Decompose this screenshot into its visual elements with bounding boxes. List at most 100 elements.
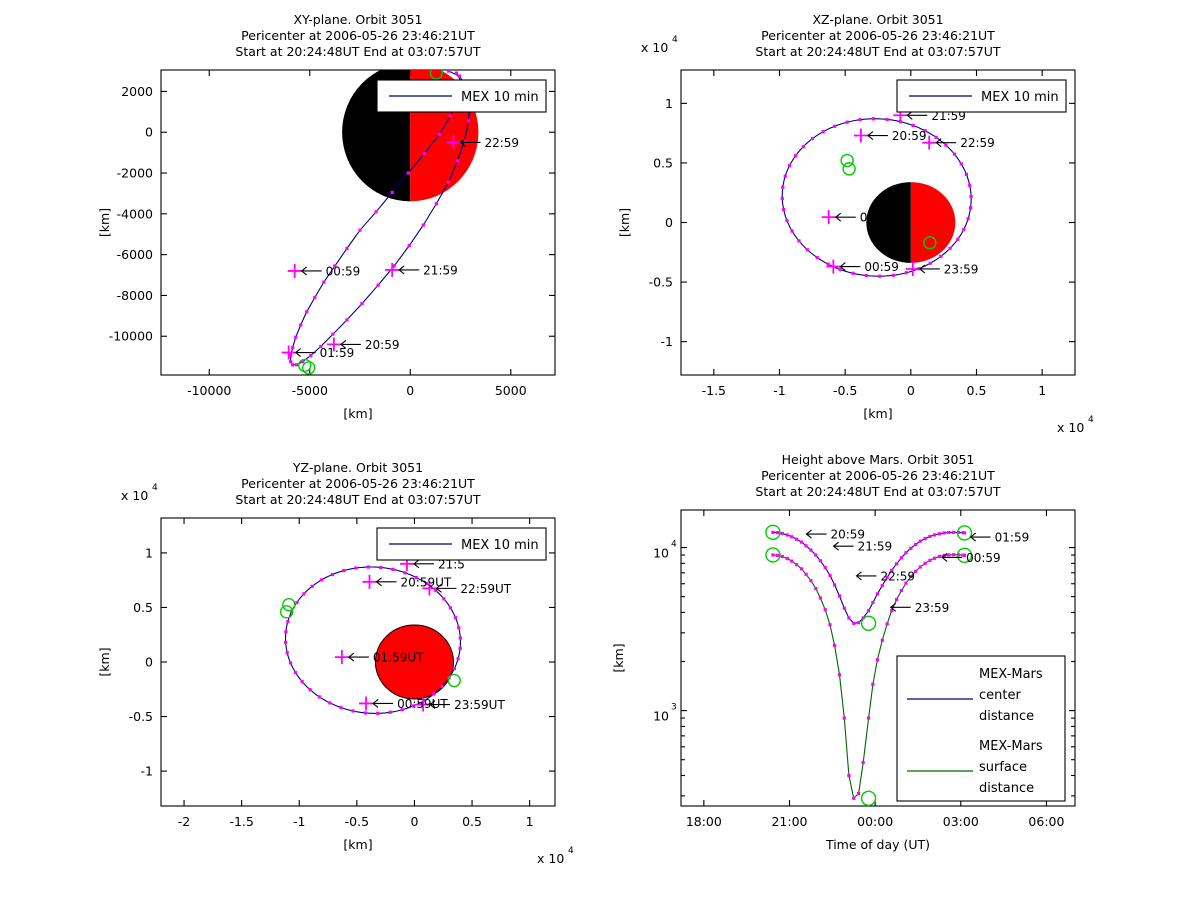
y-tick-label: 0.5 [653,155,673,170]
panel-subtitle-span: Start at 20:24:48UT End at 03:07:57UT [755,44,1000,59]
time-annotation-21:5: 21:5 [438,557,465,571]
y-tick-label: -10000 [109,329,153,344]
y-tick-exponent: 3 [671,703,677,713]
xy-annotations: 22:59 21:59 00:59 20:59 01:59 [294,136,519,360]
x-axis-label: [km] [343,837,372,852]
time-annotation-21:59: 21:59 [858,540,893,554]
svg-text:x 10: x 10 [641,40,668,55]
x-axis-label: [km] [343,406,372,421]
time-annotation-23:59: 23:59 [944,262,979,276]
time-annotation-00:59: 00:59 [326,264,361,278]
time-annotation-00:59UT: 00:59UT [397,697,448,711]
legend-label: MEX-Mars [979,739,1043,754]
height-plot-area [765,524,973,806]
plot-frame [160,517,556,807]
time-annotation-22:59: 22:59 [484,136,519,150]
y-tick-exponent: 4 [671,540,677,550]
legend-label: distance [979,781,1034,796]
panel-subtitle-span: Start at 20:24:48UT End at 03:07:57UT [235,492,480,507]
y-multiplier: x 10 4 [641,35,678,55]
xy-plane-legend[interactable]: MEX 10 min [376,79,547,113]
panel-title: Height above Mars. Orbit 3051 [782,452,975,467]
x-axis-label: Time of day (UT) [825,837,930,852]
x-multiplier: x 10 4 [537,846,574,866]
panel-subtitle-pericenter: Pericenter at 2006-05-26 23:46:21UT [761,468,995,483]
svg-text:x 10: x 10 [1057,420,1084,435]
y-tick-label: -0.5 [129,709,153,724]
height-above-mars-legend[interactable]: MEX-Mars center distance MEX-Mars surface dis… [896,655,1066,802]
x-tick-label: 0 [410,814,418,829]
mars-disk [866,182,956,263]
time-annotation-20:59: 20:59 [365,338,400,352]
time-annotation-20:59: 20:59 [830,528,865,542]
y-axis-label: [km] [617,208,632,237]
x-tick-label: -1.5 [229,814,253,829]
yz-plane-legend[interactable]: MEX 10 min [376,527,547,561]
y-tick-label: 0 [145,655,153,670]
xz-plot-area [780,108,973,278]
xz-plane-legend[interactable]: MEX 10 min [896,79,1067,113]
height-markers [765,547,973,800]
panel-subtitle-span: Start at 20:24:48UT End at 03:07:57UT [235,44,480,59]
xy-plane-axes: -10000 -5000 0 5000 2000 0 -2000 -4000 -6000 -800… [97,69,556,421]
panel-title: XY-plane. Orbit 3051 [294,12,423,27]
y-tick-label: 0 [145,125,153,140]
x-tick-label: 0 [907,383,915,398]
svg-text:x 10: x 10 [537,851,564,866]
x-axis-label: [km] [863,406,892,421]
y-tick-label: -1 [141,764,153,779]
x-tick-label: 00:00 [857,814,893,829]
panel-subtitle-pericenter: Pericenter at 2006-05-26 23:46:21UT [761,28,995,43]
orbit-markers [780,108,973,278]
panel-title: YZ-plane. Orbit 3051 [292,460,423,475]
legend-label: distance [979,709,1034,724]
y-tick-label: -4000 [117,206,153,221]
x-tick-label: 1 [1038,383,1046,398]
y-tick-label: 2000 [121,84,153,99]
x-tick-label: -1 [293,814,305,829]
x-tick-label: 18:00 [686,814,722,829]
time-annotation-23:59: 23:59 [915,601,950,615]
y-tick-label: 10 [653,709,669,724]
x-tick-label: -0.5 [833,383,857,398]
y-tick-label: -6000 [117,247,153,262]
panel-subtitle-pericenter: Pericenter at 2006-05-26 23:46:21UT [241,28,475,43]
x-tick-label: -10000 [187,383,231,398]
time-annotation-00:59: 00:59 [864,260,899,274]
y-tick-label: -0.5 [649,275,673,290]
time-annotation-20:59UT: 20:59UT [401,575,452,589]
yz-plane-axes: -2 -1.5 -1 -0.5 0 0.5 1 1 0.5 0 -0.5 -1 [km] [km] x 10… [97,483,574,866]
time-annotation-01:59UT: 01:59UT [373,651,424,665]
y-tick-label: 0 [665,215,673,230]
y-tick-label: -2000 [117,166,153,181]
panel-subtitle-pericenter: Pericenter at 2006-05-26 23:46:21UT [241,476,475,491]
svg-text:4: 4 [672,35,678,45]
mars-disk [374,624,455,700]
time-annotation-0: 0 [860,211,868,225]
svg-text:4: 4 [1088,415,1094,425]
svg-text:4: 4 [568,846,574,856]
y-tick-label: 1 [145,545,153,560]
y-multiplier: x 10 4 [121,483,158,503]
svg-text:4: 4 [152,483,158,493]
x-tick-label: -1 [773,383,785,398]
time-annotation-21:59: 21:59 [423,263,458,277]
x-tick-label: 0.5 [967,383,987,398]
time-annotation-22:59: 22:59 [880,569,915,583]
y-axis-label: [km] [97,208,112,237]
legend-label: MEX-Mars [979,667,1043,682]
time-annotation-22:59: 22:59 [960,136,995,150]
height-above-mars-title-block: Height above Mars. Orbit 3051Pericenter … [755,452,1000,499]
x-tick-label: -0.5 [345,814,369,829]
y-tick-label: -1 [661,334,673,349]
x-tick-label: -1.5 [702,383,726,398]
x-tick-label: 1 [526,814,534,829]
x-multiplier: x 10 4 [1057,415,1094,435]
panel-subtitle-span: Start at 20:24:48UT End at 03:07:57UT [755,484,1000,499]
time-annotation-01:59: 01:59 [320,346,355,360]
